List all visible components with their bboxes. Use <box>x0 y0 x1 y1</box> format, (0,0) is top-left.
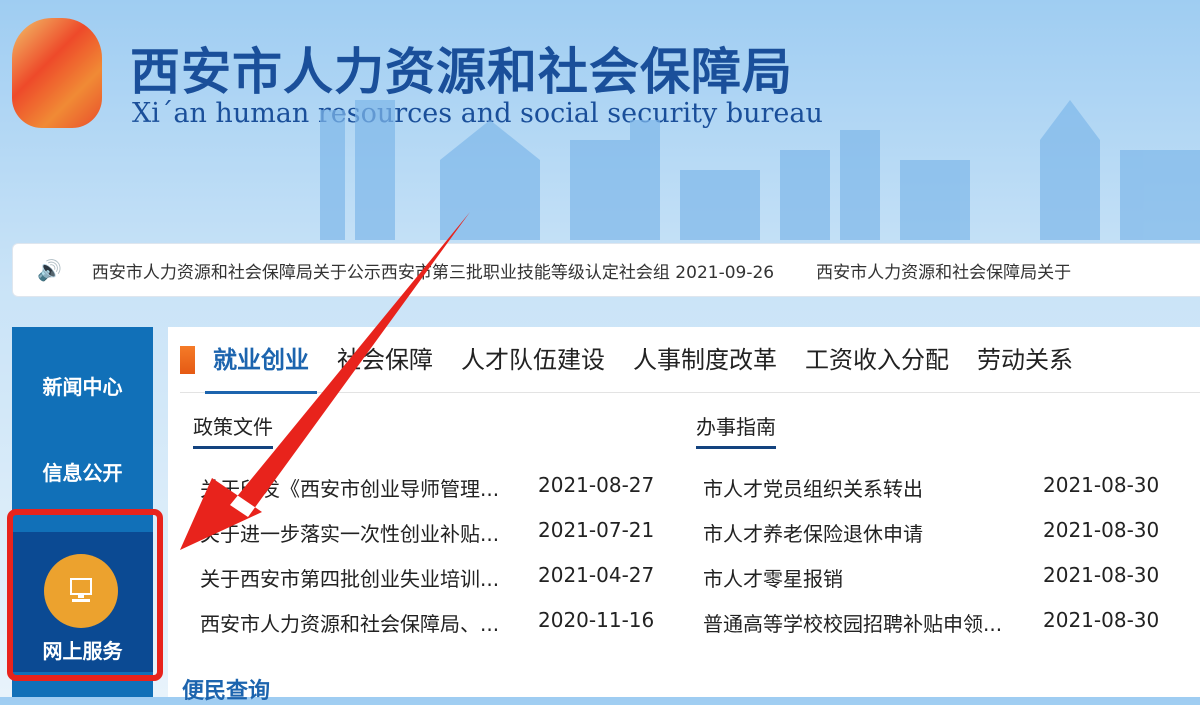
item-title[interactable]: 市人才养老保险退休申请 <box>703 522 923 546</box>
item-title[interactable]: 关于西安市第四批创业失业培训... <box>200 567 500 591</box>
item-date: 2020-11-16 <box>538 608 655 632</box>
header-banner: 西安市人力资源和社会保障局 Xi´an human resources and … <box>0 0 1200 240</box>
item-title[interactable]: 关于进一步落实一次性创业补贴... <box>200 522 500 546</box>
item-title[interactable]: 普通高等学校校园招聘补贴申领... <box>703 612 1003 636</box>
list-item[interactable]: 关于进一步落实一次性创业补贴... 2021-07-21 <box>200 518 654 547</box>
tab-social-security[interactable]: 社会保障 <box>337 345 433 374</box>
list-item[interactable]: 关于印发《西安市创业导师管理... 2021-08-27 <box>200 473 654 502</box>
ticker-item[interactable]: 西安市人力资源和社会保障局关于公示西安市第三批职业技能等级认定社会组 2021-… <box>91 262 775 283</box>
content-panel: 就业创业 社会保障 人才队伍建设 人事制度改革 工资收入分配 劳动关系 政策文件… <box>168 327 1200 704</box>
ticker-item[interactable]: 西安市人力资源和社会保障局关于 <box>816 262 1072 283</box>
list-item[interactable]: 市人才零星报销 2021-08-30 <box>703 563 1159 592</box>
list-item[interactable]: 市人才养老保险退休申请 2021-08-30 <box>703 518 1159 547</box>
item-title[interactable]: 市人才零星报销 <box>703 567 843 591</box>
tab-personnel-reform[interactable]: 人事制度改革 <box>633 345 777 374</box>
quick-query-title[interactable]: 便民查询 <box>182 679 271 704</box>
sidebar-item-info[interactable]: 信息公开 <box>42 461 123 485</box>
item-date: 2021-08-30 <box>1043 518 1160 542</box>
site-title: 西安市人力资源和社会保障局 <box>130 43 793 101</box>
tab-talent[interactable]: 人才队伍建设 <box>461 345 605 374</box>
item-title[interactable]: 市人才党员组织关系转出 <box>703 477 923 501</box>
item-title[interactable]: 关于印发《西安市创业导师管理... <box>200 477 500 501</box>
list-item[interactable]: 市人才党员组织关系转出 2021-08-30 <box>703 473 1159 502</box>
category-tabs: 就业创业 社会保障 人才队伍建设 人事制度改革 工资收入分配 劳动关系 <box>180 327 1200 394</box>
sidebar-item-label: 网上服务 <box>42 639 123 663</box>
list-item[interactable]: 普通高等学校校园招聘补贴申领... 2021-08-30 <box>703 608 1159 637</box>
guide-section: 办事指南 <box>696 411 776 449</box>
emblem-logo <box>12 18 102 128</box>
section-title[interactable]: 政策文件 <box>193 411 273 449</box>
accent-bar <box>180 345 195 374</box>
section-title[interactable]: 办事指南 <box>696 411 776 449</box>
item-date: 2021-08-30 <box>1043 563 1160 587</box>
tab-employment[interactable]: 就业创业 <box>205 327 317 394</box>
list-item[interactable]: 西安市人力资源和社会保障局、... 2020-11-16 <box>200 608 654 637</box>
item-title[interactable]: 西安市人力资源和社会保障局、... <box>200 612 500 636</box>
item-date: 2021-04-27 <box>538 563 655 587</box>
item-date: 2021-08-30 <box>1043 473 1160 497</box>
policy-section: 政策文件 <box>193 411 273 449</box>
skyline-illustration <box>320 100 1200 240</box>
item-date: 2021-07-21 <box>538 518 655 542</box>
tab-wages[interactable]: 工资收入分配 <box>805 345 949 374</box>
sidebar-item-news[interactable]: 新闻中心 <box>42 375 123 399</box>
list-item[interactable]: 关于西安市第四批创业失业培训... 2021-04-27 <box>200 563 654 592</box>
sidebar-item-online-service[interactable]: 网上服务 <box>12 532 153 672</box>
news-ticker[interactable]: 🔊 西安市人力资源和社会保障局关于公示西安市第三批职业技能等级认定社会组 202… <box>12 243 1200 297</box>
sidebar: 新闻中心 信息公开 网上服务 <box>12 327 153 697</box>
item-date: 2021-08-27 <box>538 473 655 497</box>
speaker-icon: 🔊 <box>37 258 62 282</box>
item-date: 2021-08-30 <box>1043 608 1160 632</box>
site-subtitle: Xi´an human resources and social securit… <box>132 98 823 129</box>
computer-icon <box>44 554 118 628</box>
tab-labor[interactable]: 劳动关系 <box>977 345 1073 374</box>
